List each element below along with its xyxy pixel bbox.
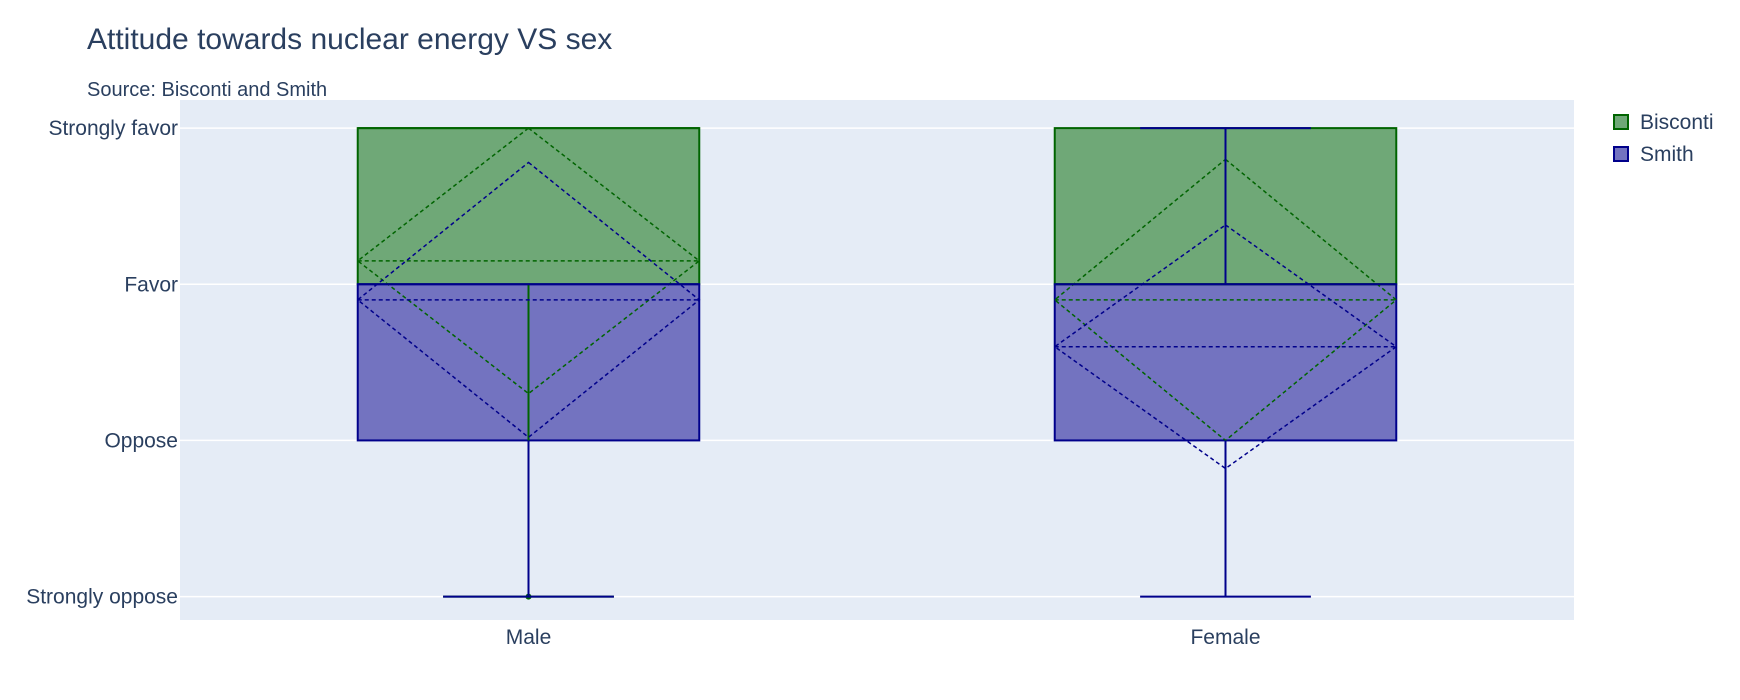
box-smith-female	[1053, 283, 1398, 442]
y-tick-label: Strongly oppose	[26, 586, 178, 609]
y-axis-ticks: Strongly oppose Oppose Favor Strongly favor	[26, 117, 178, 608]
legend-swatch	[1613, 114, 1629, 130]
sd-diamond-smith-male	[356, 161, 701, 439]
x-tick-label: Female	[1190, 626, 1260, 649]
x-axis-ticks: Male Female	[506, 626, 1261, 649]
legend-item-smith[interactable]: Smith	[1613, 143, 1694, 166]
y-tick-label: Strongly favor	[48, 117, 178, 140]
legend[interactable]: Bisconti Smith	[1613, 111, 1714, 166]
legend-item-bisconti[interactable]: Bisconti	[1613, 111, 1714, 134]
legend-label: Smith	[1640, 143, 1694, 166]
legend-label: Bisconti	[1640, 111, 1714, 134]
box-traces	[356, 127, 1398, 600]
chart-subtitle: Source: Bisconti and Smith	[87, 79, 327, 101]
x-tick-label: Male	[506, 626, 552, 649]
legend-swatch	[1613, 146, 1629, 162]
y-tick-label: Oppose	[104, 429, 178, 452]
chart-title: Attitude towards nuclear energy VS sex	[87, 23, 612, 56]
y-tick-label: Favor	[124, 273, 178, 296]
